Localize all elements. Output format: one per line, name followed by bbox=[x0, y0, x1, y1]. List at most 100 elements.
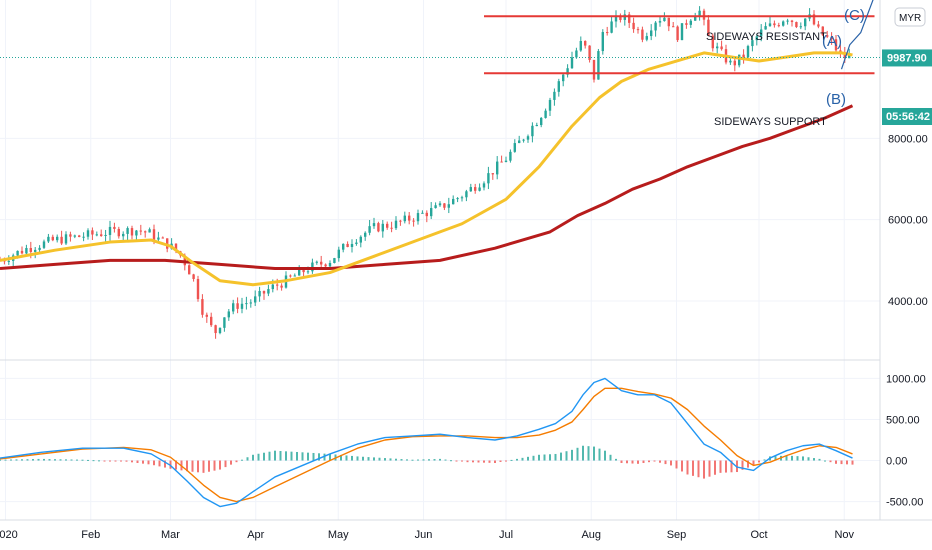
time-axis-ticks[interactable]: 2020 Feb Mar Apr May Jun Jul Aug Sep Oct Nov bbox=[0, 529, 855, 541]
signal-line[interactable] bbox=[0, 387, 853, 503]
candle-body bbox=[56, 236, 59, 241]
time-tick-label: Feb bbox=[81, 529, 100, 541]
candle-body bbox=[460, 197, 464, 199]
macd-histogram-bar bbox=[351, 455, 353, 461]
candle-body bbox=[729, 60, 732, 63]
candle-body bbox=[390, 227, 393, 229]
candle-body bbox=[174, 243, 178, 252]
candle-body bbox=[394, 220, 398, 229]
candle-body bbox=[680, 23, 684, 41]
candle-body bbox=[465, 191, 468, 198]
macd-histogram-bar bbox=[824, 460, 826, 462]
candle-body bbox=[201, 299, 204, 315]
macd-histogram-bar bbox=[840, 460, 843, 465]
ma-long-line[interactable] bbox=[0, 104, 854, 270]
candle-body bbox=[218, 327, 222, 334]
candle-body bbox=[610, 21, 613, 33]
candle-body bbox=[588, 45, 591, 60]
macd-histogram-bar bbox=[818, 458, 821, 461]
candle-body bbox=[386, 223, 389, 228]
candle-body bbox=[452, 198, 455, 205]
candle-body bbox=[562, 74, 565, 82]
macd-histogram-bar bbox=[615, 458, 617, 461]
candle-body bbox=[328, 263, 332, 267]
price-axis-ticks[interactable]: 4000.00 6000.00 8000.00 bbox=[888, 133, 928, 308]
macd-histogram-bar bbox=[125, 460, 128, 462]
candle-body bbox=[152, 229, 156, 240]
macd-histogram-bar bbox=[241, 459, 243, 461]
candle-body bbox=[350, 243, 354, 248]
macd-histogram-bar bbox=[378, 457, 381, 461]
currency-box[interactable] bbox=[894, 7, 926, 27]
macd-histogram-bar bbox=[279, 451, 282, 461]
price-badges: 9987.90 05:56:42 bbox=[882, 49, 932, 125]
candle-body bbox=[738, 54, 741, 66]
elliott-wave-path[interactable] bbox=[840, 0, 875, 70]
ma-short-line[interactable] bbox=[0, 51, 853, 287]
candle-body bbox=[597, 51, 600, 80]
candle-body bbox=[359, 236, 362, 243]
macd-histogram-bar bbox=[318, 453, 320, 461]
countdown-badge bbox=[882, 108, 932, 125]
macd-histogram-bar bbox=[230, 460, 232, 465]
candle-body bbox=[20, 250, 24, 254]
macd-panel[interactable] bbox=[0, 377, 854, 508]
macd-histogram-bar bbox=[263, 452, 265, 461]
candle-body bbox=[848, 55, 851, 59]
macd-histogram-bar bbox=[802, 456, 804, 461]
candle-body bbox=[254, 296, 257, 303]
macd-histogram-bar bbox=[785, 455, 788, 461]
macd-histogram-bar bbox=[494, 460, 496, 463]
candle-body bbox=[702, 10, 706, 20]
macd-histogram-bar bbox=[730, 460, 733, 473]
candle-body bbox=[553, 91, 556, 100]
price-tick-label: 8000.00 bbox=[888, 133, 928, 145]
macd-histogram-bar bbox=[362, 456, 364, 461]
macd-histogram-bar bbox=[554, 453, 557, 461]
macd-line[interactable] bbox=[0, 377, 853, 508]
candle-body bbox=[443, 203, 446, 208]
candle-body bbox=[826, 35, 829, 37]
candle-body bbox=[364, 232, 367, 237]
candle-body bbox=[716, 46, 719, 49]
time-tick-label: 2020 bbox=[0, 529, 18, 541]
candle-body bbox=[29, 248, 32, 252]
macd-histogram-bar bbox=[65, 459, 67, 461]
candle-body bbox=[658, 21, 662, 23]
macd-histogram-bar bbox=[455, 460, 458, 462]
macd-histogram-bar bbox=[312, 452, 315, 461]
macd-histogram-bar bbox=[257, 453, 260, 461]
resistance-label: SIDEWAYS RESISTANT bbox=[706, 31, 827, 43]
candle-body bbox=[60, 236, 63, 244]
macd-histogram-bar bbox=[813, 458, 815, 461]
macd-histogram-bar bbox=[4, 459, 7, 461]
macd-histogram-bar bbox=[532, 455, 535, 461]
macd-histogram-bar bbox=[708, 460, 711, 477]
macd-histogram-bar bbox=[846, 460, 848, 465]
price-panel[interactable] bbox=[0, 6, 854, 339]
macd-histogram-bar bbox=[626, 460, 628, 464]
macd-axis-ticks[interactable]: 1000.00 500.00 0.00 -500.00 bbox=[886, 373, 926, 508]
macd-histogram-bar bbox=[329, 453, 331, 461]
candle-body bbox=[773, 23, 776, 26]
macd-histogram-bar bbox=[224, 460, 227, 468]
candle-body bbox=[240, 303, 244, 309]
candle-body bbox=[746, 46, 750, 58]
countdown-value: 05:56:42 bbox=[886, 111, 930, 123]
time-tick-label: Sep bbox=[667, 529, 687, 541]
macd-histogram-bar bbox=[631, 460, 634, 464]
macd-histogram-bar bbox=[752, 460, 755, 466]
macd-histogram-bar bbox=[213, 460, 216, 471]
candle-body bbox=[262, 290, 266, 294]
macd-histogram-bar bbox=[510, 459, 513, 461]
candle-body bbox=[100, 234, 103, 236]
macd-histogram-bar bbox=[681, 460, 683, 472]
wave-c-label: (C) bbox=[844, 7, 865, 24]
candle-body bbox=[381, 223, 384, 232]
macd-histogram-bar bbox=[829, 460, 832, 463]
macd-histogram-bar bbox=[54, 459, 56, 461]
candle-body bbox=[817, 24, 820, 27]
macd-tick-label: 500.00 bbox=[886, 414, 920, 426]
macd-histogram-bar bbox=[323, 453, 326, 461]
